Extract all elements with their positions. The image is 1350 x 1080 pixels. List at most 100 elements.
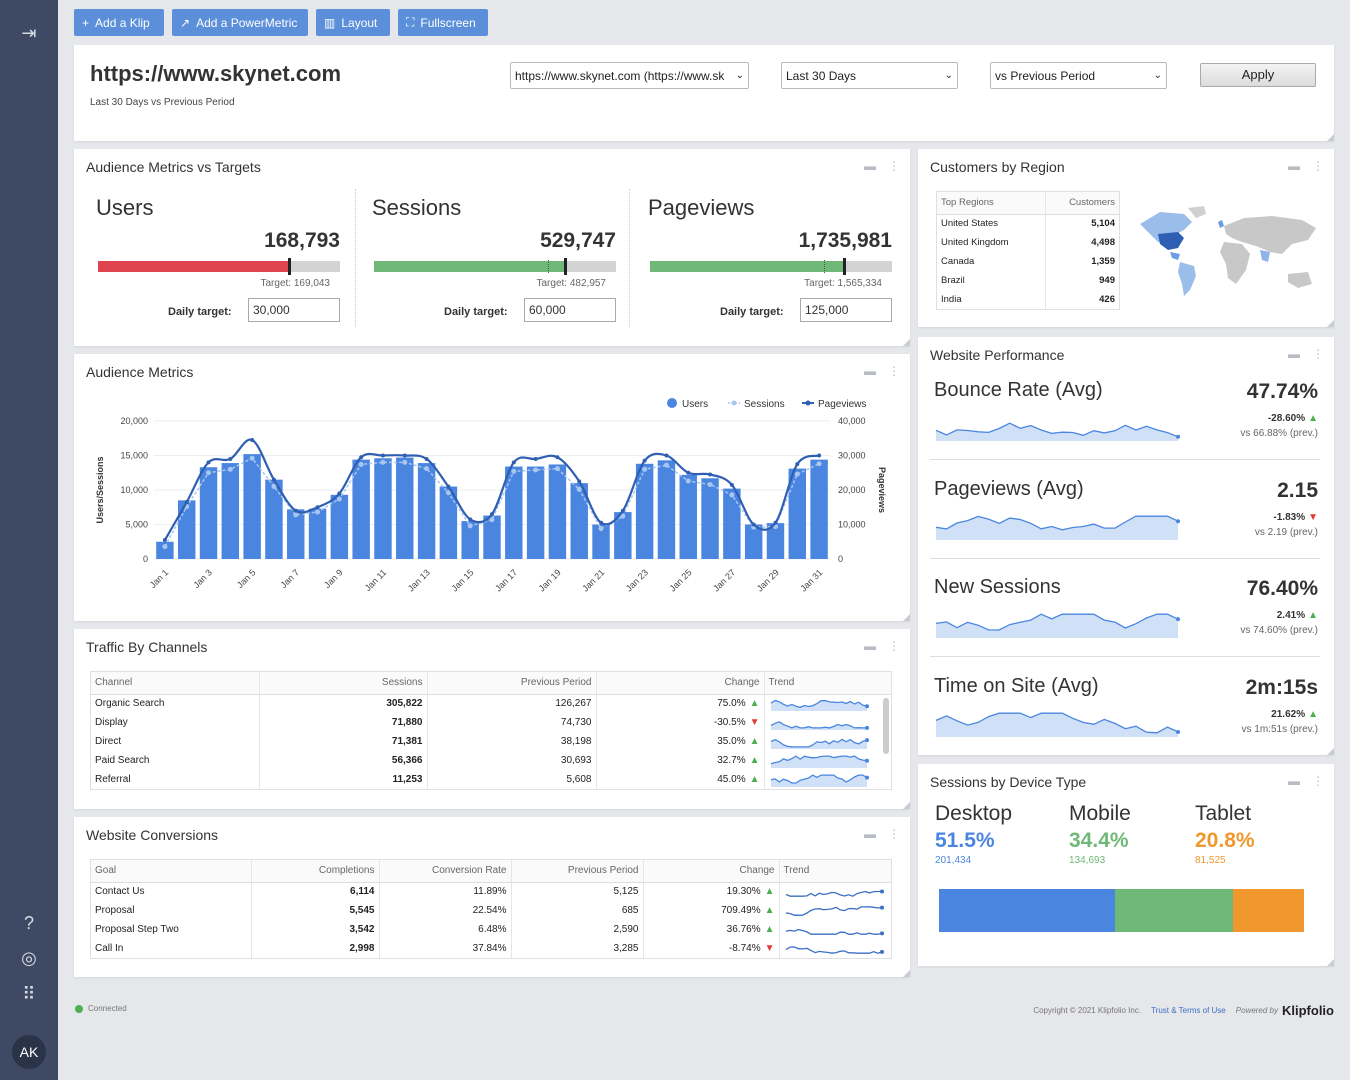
date-range-select[interactable]: Last 30 Days ⌄ bbox=[781, 62, 958, 89]
up-arrow-icon: ▲ bbox=[764, 905, 775, 916]
table-row[interactable]: Paid Search 56,366 30,693 32.7% ▲ bbox=[91, 751, 891, 770]
layout-button[interactable]: ▥ Layout bbox=[316, 9, 390, 36]
legend-marker bbox=[731, 400, 737, 406]
resize-handle[interactable] bbox=[1327, 320, 1334, 327]
comment-icon[interactable]: ▬ bbox=[864, 364, 876, 378]
metric-value: 529,747 bbox=[540, 229, 616, 252]
col-header[interactable]: Goal bbox=[91, 860, 251, 883]
comment-icon[interactable]: ▬ bbox=[1288, 347, 1300, 361]
palette-icon[interactable]: ◎ bbox=[21, 948, 37, 968]
trust-link[interactable]: Trust & Terms of Use bbox=[1151, 1006, 1226, 1015]
avatar[interactable]: AK bbox=[12, 1035, 46, 1069]
region-cell: United States bbox=[941, 218, 999, 230]
more-icon[interactable]: ⋮ bbox=[888, 159, 900, 173]
table-row[interactable]: United States 5,104 bbox=[937, 214, 1119, 233]
comment-icon[interactable]: ▬ bbox=[864, 159, 876, 173]
table-row[interactable]: Call In 2,998 37.84% 3,285 -8.74% ▼ bbox=[91, 939, 891, 958]
resize-handle[interactable] bbox=[1327, 134, 1334, 141]
performance-metric: Time on Site (Avg) 2m:15s 21.62% ▲ vs 1m:51s… bbox=[918, 673, 1334, 769]
table-row[interactable]: Canada 1,359 bbox=[937, 252, 1119, 271]
y2-axis-label: Pageviews bbox=[877, 467, 887, 513]
col-header[interactable]: Customers bbox=[1044, 192, 1119, 215]
channel-cell: Display bbox=[95, 717, 128, 728]
comment-icon[interactable]: ▬ bbox=[1288, 774, 1300, 788]
device-count: 201,434 bbox=[935, 855, 972, 866]
resize-handle[interactable] bbox=[903, 339, 910, 346]
more-icon[interactable]: ⋮ bbox=[888, 364, 900, 378]
resize-handle[interactable] bbox=[1327, 959, 1334, 966]
resize-handle[interactable] bbox=[903, 802, 910, 809]
col-header[interactable]: Channel bbox=[91, 672, 259, 695]
device-count: 134,693 bbox=[1069, 855, 1106, 866]
point-pageviews bbox=[337, 491, 342, 496]
table-row[interactable]: Proposal Step Two 3,542 6.48% 2,590 36.76% ▲ bbox=[91, 920, 891, 939]
metric-sparkline bbox=[935, 422, 1180, 441]
more-icon[interactable]: ⋮ bbox=[888, 639, 900, 653]
table-row[interactable]: Brazil 949 bbox=[937, 271, 1119, 290]
daily-target-input[interactable]: 30,000 bbox=[248, 298, 340, 322]
card-tools: ▬ ⋮ bbox=[864, 639, 900, 653]
col-header[interactable]: Conversion Rate bbox=[378, 860, 511, 883]
change-cell: -8.74% ▼ bbox=[642, 939, 779, 958]
change-cell: 709.49% ▲ bbox=[642, 901, 779, 920]
comment-icon[interactable]: ▬ bbox=[1288, 159, 1300, 173]
table-row[interactable]: Referral 11,253 5,608 45.0% ▲ bbox=[91, 770, 891, 789]
more-icon[interactable]: ⋮ bbox=[888, 827, 900, 841]
x-tick-label: Jan 15 bbox=[449, 567, 475, 593]
change-value: -30.5% bbox=[713, 717, 746, 728]
col-header[interactable]: Previous Period bbox=[426, 672, 596, 695]
brand-logo[interactable]: Klipfolio bbox=[1282, 1003, 1334, 1018]
table-row[interactable]: Contact Us 6,114 11.89% 5,125 19.30% ▲ bbox=[91, 882, 891, 901]
table-row[interactable]: India 426 bbox=[937, 290, 1119, 309]
up-arrow-icon: ▲ bbox=[749, 755, 760, 766]
col-header[interactable]: Change bbox=[595, 672, 764, 695]
col-header[interactable]: Top Regions bbox=[937, 192, 1045, 215]
compare-select[interactable]: vs Previous Period ⌄ bbox=[990, 62, 1167, 89]
col-header[interactable]: Completions bbox=[250, 860, 379, 883]
table-row[interactable]: Proposal 5,545 22.54% 685 709.49% ▲ bbox=[91, 901, 891, 920]
table-row[interactable]: United Kingdom 4,498 bbox=[937, 233, 1119, 252]
point-pageviews bbox=[642, 458, 647, 463]
col-header[interactable]: Change bbox=[642, 860, 779, 883]
help-icon[interactable]: ? bbox=[23, 913, 34, 933]
col-header[interactable]: Previous Period bbox=[510, 860, 643, 883]
customers-cell: 4,498 bbox=[1044, 233, 1119, 252]
point-sessions bbox=[249, 455, 255, 461]
daily-target-input[interactable]: 125,000 bbox=[800, 298, 892, 322]
resize-handle[interactable] bbox=[903, 970, 910, 977]
scrollbar[interactable] bbox=[883, 698, 889, 754]
site-select[interactable]: https://www.skynet.com (https://www.sk ⌄ bbox=[510, 62, 749, 89]
point-sessions bbox=[511, 468, 517, 474]
resize-handle[interactable] bbox=[903, 614, 910, 621]
table-row[interactable]: Direct 71,381 38,198 35.0% ▲ bbox=[91, 732, 891, 751]
y-tick-label: 5,000 bbox=[125, 520, 148, 530]
col-header[interactable]: Trend bbox=[763, 672, 891, 695]
more-icon[interactable]: ⋮ bbox=[1312, 774, 1324, 788]
apps-grid-icon[interactable]: ⠿ bbox=[22, 984, 36, 1004]
table-row[interactable]: Display 71,880 74,730 -30.5% ▼ bbox=[91, 713, 891, 732]
add-klip-button[interactable]: + Add a Klip bbox=[74, 9, 164, 36]
x-tick-label: Jan 3 bbox=[191, 567, 214, 590]
chevron-down-icon: ⌄ bbox=[944, 70, 953, 81]
resize-handle[interactable] bbox=[1327, 748, 1334, 755]
point-sessions bbox=[293, 512, 299, 518]
expand-sidebar-icon[interactable]: ⇥ bbox=[21, 23, 37, 43]
legend-label: Sessions bbox=[744, 399, 785, 410]
trend-sparkline bbox=[770, 699, 869, 711]
col-header[interactable]: Sessions bbox=[258, 672, 427, 695]
apply-button[interactable]: Apply bbox=[1200, 63, 1316, 87]
progress-bar bbox=[98, 258, 340, 275]
target-marker bbox=[548, 260, 550, 273]
daily-target-input[interactable]: 60,000 bbox=[524, 298, 616, 322]
comment-icon[interactable]: ▬ bbox=[864, 639, 876, 653]
more-icon[interactable]: ⋮ bbox=[1312, 159, 1324, 173]
bar-users bbox=[352, 459, 370, 559]
table-row[interactable]: Organic Search 305,822 126,267 75.0% ▲ bbox=[91, 694, 891, 713]
bar-users bbox=[374, 458, 392, 559]
more-icon[interactable]: ⋮ bbox=[1312, 347, 1324, 361]
customers-cell: 949 bbox=[1044, 271, 1119, 290]
col-header[interactable]: Trend bbox=[778, 860, 891, 883]
add-powermetric-button[interactable]: ↗ Add a PowerMetric bbox=[172, 9, 308, 36]
comment-icon[interactable]: ▬ bbox=[864, 827, 876, 841]
fullscreen-button[interactable]: ⛶ Fullscreen bbox=[398, 9, 488, 36]
